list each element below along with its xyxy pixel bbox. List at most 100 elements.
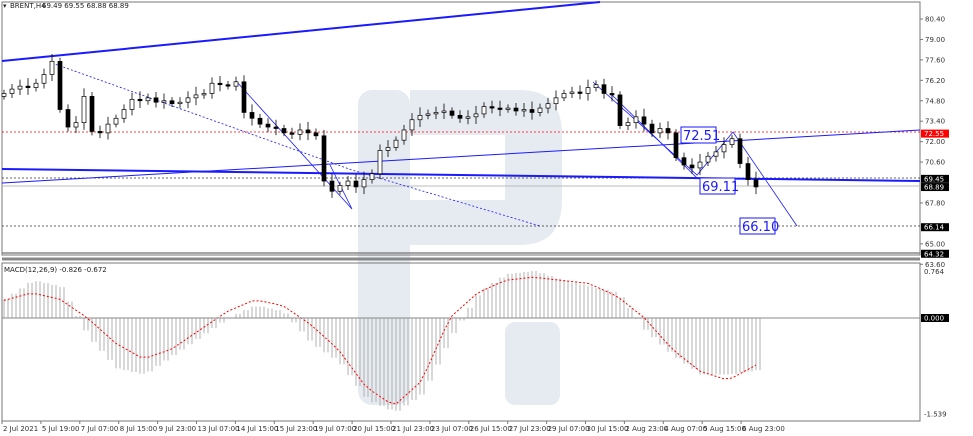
candle — [177, 97, 183, 109]
candle — [281, 124, 287, 137]
price-axis[interactable]: 80.40 79.00 77.60 76.20 74.80 73.40 72.00 70.60… — [920, 16, 949, 419]
candle — [145, 93, 151, 105]
annotation-72-51[interactable]: 72.51 — [680, 126, 720, 144]
chart-title-arrow[interactable]: ▾ — [3, 2, 7, 10]
macd-pane — [1, 262, 921, 422]
candle — [569, 86, 575, 99]
price-badge: 64.32 — [921, 249, 949, 258]
candle — [9, 83, 15, 99]
time-axis[interactable]: 2 Jul 2021 5 Jul 19:00 7 Jul 07:00 8 Jul 15… — [1, 421, 785, 433]
svg-text:72.51: 72.51 — [683, 129, 720, 144]
candle — [113, 114, 119, 128]
candle — [753, 171, 759, 195]
chart-ohlc: 69.49 69.55 68.88 68.89 — [42, 2, 129, 10]
price-tick-label: 76.20 — [925, 77, 945, 85]
candle — [617, 91, 623, 129]
candle — [585, 79, 591, 101]
candle — [121, 104, 127, 123]
candle — [497, 100, 503, 117]
upper-channel-line — [1, 1, 601, 62]
time-tick-label: 9 Jul 23:00 — [159, 425, 197, 433]
time-tick-label: 15 Jul 23:00 — [275, 425, 317, 433]
candle — [657, 122, 663, 139]
candle — [737, 133, 743, 169]
macd-tick-label: -1.539 — [924, 411, 947, 419]
time-tick-label: 30 Jul 15:00 — [587, 425, 629, 433]
candle — [225, 81, 231, 90]
price-tick-label: 79.00 — [925, 36, 945, 44]
candle — [449, 107, 455, 119]
candle — [473, 105, 479, 125]
price-tick-label: 74.80 — [925, 97, 945, 105]
price-tick-label: 67.80 — [925, 199, 945, 207]
main-pane — [1, 1, 921, 256]
candle — [41, 68, 47, 89]
time-tick-label: 2 Aug 23:00 — [625, 425, 668, 433]
annotation-69-11[interactable]: 69.11 — [699, 177, 739, 195]
time-tick-label: 27 Jul 23:00 — [509, 425, 551, 433]
time-tick-label: 19 Jul 07:00 — [314, 425, 356, 433]
candle — [353, 174, 359, 193]
candle — [105, 116, 111, 140]
candle — [1, 89, 7, 100]
candle — [57, 57, 63, 113]
candle — [65, 104, 71, 132]
candle — [633, 110, 639, 129]
price-badge: 69.45 — [921, 174, 949, 183]
price-badge: 66.14 — [921, 223, 949, 232]
candle — [433, 106, 439, 120]
time-tick-label: 7 Jul 07:00 — [81, 425, 119, 433]
candle — [689, 158, 695, 174]
price-badge: 72.55 — [921, 129, 949, 138]
candle — [489, 100, 495, 114]
annotation-66-10[interactable]: 66.10 — [739, 217, 779, 235]
wave-line-2 — [592, 81, 798, 227]
candle — [289, 127, 295, 139]
time-tick-label: 6 Aug 23:00 — [742, 425, 785, 433]
candle — [161, 93, 167, 109]
rising-trendline — [1, 129, 921, 184]
macd-signal-line — [3, 276, 757, 405]
trendlines[interactable] — [1, 1, 921, 227]
candle — [729, 135, 735, 148]
watermark-logo — [358, 90, 562, 405]
svg-text:72.55: 72.55 — [924, 130, 944, 138]
candle — [369, 169, 375, 184]
candle — [609, 86, 615, 102]
price-tick-label: 65.00 — [925, 240, 945, 248]
candle — [305, 121, 311, 141]
candle — [49, 54, 55, 82]
svg-text:0.000: 0.000 — [924, 315, 944, 323]
candle — [337, 181, 343, 195]
dashed-fall-line — [51, 62, 541, 227]
candle — [73, 116, 79, 133]
candle — [297, 123, 303, 141]
time-tick-label: 23 Jul 07:00 — [431, 425, 473, 433]
candle — [513, 102, 519, 116]
candle — [233, 76, 239, 91]
candle — [153, 92, 159, 108]
candle — [537, 103, 543, 117]
candles — [1, 54, 759, 198]
candle — [25, 78, 31, 95]
candle — [545, 97, 551, 114]
candle — [441, 103, 447, 120]
candle — [201, 89, 207, 99]
svg-text:69.45: 69.45 — [924, 175, 944, 183]
candle — [417, 107, 423, 127]
candle — [681, 152, 687, 170]
candle — [577, 85, 583, 100]
candle — [425, 109, 431, 120]
candle — [169, 97, 175, 107]
time-tick-label: 5 Aug 15:00 — [703, 425, 746, 433]
candle — [745, 156, 751, 186]
svg-text:64.32: 64.32 — [924, 250, 944, 258]
macd-tick-label: 0.764 — [924, 268, 945, 276]
candle — [401, 124, 407, 145]
svg-text:68.89: 68.89 — [924, 184, 944, 192]
candle — [249, 104, 255, 126]
price-badge: 68.89 — [921, 183, 949, 192]
candle — [385, 140, 391, 157]
candle — [721, 137, 727, 159]
